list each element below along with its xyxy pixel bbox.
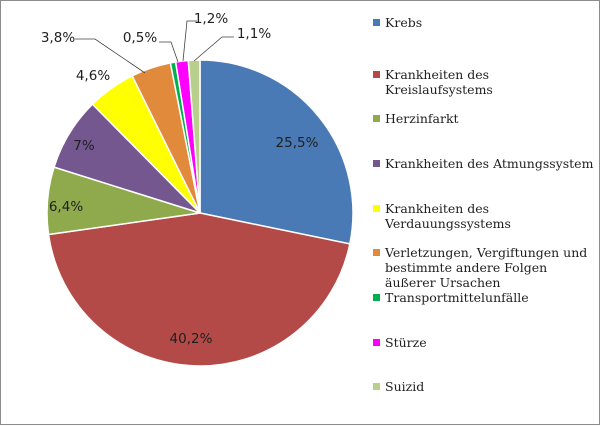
legend-item-transportmittelunfaelle: Transportmittelunfälle (373, 290, 595, 305)
leader-line-stuerze (182, 20, 197, 62)
legend-swatch-kreislaufsystem (373, 71, 380, 78)
legend-swatch-verdauungssystem (373, 205, 380, 212)
data-label-verletzungen: 3,8% (41, 30, 75, 46)
data-label-atmungssystem: 7% (73, 138, 95, 154)
pie-slice-krebs (199, 59, 354, 245)
data-label-herzinfarkt: 6,4% (49, 199, 83, 215)
legend-swatch-verletzungen (373, 249, 380, 256)
legend-swatch-suizid (373, 383, 380, 390)
legend-swatch-herzinfarkt (373, 115, 380, 122)
legend-label-kreislaufsystem: Krankheiten des Kreislaufsystems (385, 67, 493, 97)
legend-label-verdauungssystem: Krankheiten des Verdauungssystems (385, 201, 511, 231)
legend-label-herzinfarkt: Herzinfarkt (385, 111, 459, 126)
legend-swatch-stuerze (373, 339, 380, 346)
legend-label-verletzungen: Verletzungen, Vergiftungen und bestimmte… (385, 245, 588, 290)
legend-label-suizid: Suizid (385, 379, 425, 394)
legend-item-herzinfarkt: Herzinfarkt (373, 111, 595, 126)
data-label-transportmittelunfaelle: 0,5% (123, 30, 157, 46)
leader-line-transportmittelunfaelle (159, 41, 179, 63)
legend-swatch-atmungssystem (373, 160, 380, 167)
data-label-verdauungssystem: 4,6% (76, 68, 110, 84)
legend-label-atmungssystem: Krankheiten des Atmungssystem (385, 156, 594, 171)
data-label-krebs: 25,5% (276, 135, 319, 151)
leader-line-verletzungen (75, 38, 146, 74)
legend-item-verletzungen: Verletzungen, Vergiftungen und bestimmte… (373, 245, 595, 290)
legend-label-stuerze: Stürze (385, 335, 427, 350)
legend-item-stuerze: Stürze (373, 335, 595, 350)
legend-item-kreislaufsystem: Krankheiten des Kreislaufsystems (373, 67, 595, 97)
legend-swatch-krebs (373, 19, 380, 26)
legend-label-krebs: Krebs (385, 15, 423, 30)
legend-swatch-transportmittelunfaelle (373, 294, 380, 301)
data-label-stuerze: 1,2% (194, 11, 228, 27)
data-label-suizid: 1,1% (237, 26, 271, 42)
legend-label-transportmittelunfaelle: Transportmittelunfälle (385, 290, 529, 305)
legend-item-suizid: Suizid (373, 379, 595, 394)
pie-slice-kreislaufsystem (47, 212, 351, 367)
leader-line-suizid (193, 36, 234, 62)
legend-item-atmungssystem: Krankheiten des Atmungssystem (373, 156, 595, 171)
legend-item-krebs: Krebs (373, 15, 595, 30)
legend-item-verdauungssystem: Krankheiten des Verdauungssystems (373, 201, 595, 231)
pie-slice-suizid (187, 59, 201, 214)
data-label-kreislaufsystem: 40,2% (170, 331, 213, 347)
